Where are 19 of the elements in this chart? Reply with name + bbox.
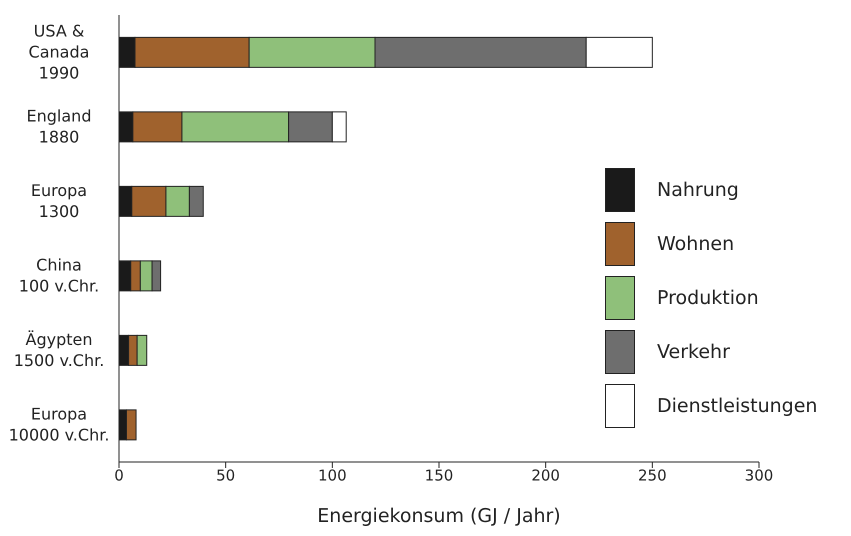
y-tick-label: Ägypten 1500 v.Chr. [14,330,104,370]
y-tick-label: China 100 v.Chr. [18,255,100,296]
x-tick-label: 200 [531,466,560,485]
y-tick-label: Europa 10000 v.Chr. [8,404,110,444]
x-tick-label: 0 [114,466,124,485]
legend-label: Produktion [657,287,759,309]
legend-label: Nahrung [657,179,739,201]
y-tick-label: Europa 1300 [30,180,88,221]
legend-label: Wohnen [657,233,734,255]
legend-label: Dienstleistungen [657,395,818,417]
x-tick-label: 50 [216,466,236,485]
x-tick-label: 100 [318,466,347,485]
y-tick-label: USA & Canada 1990 [28,21,90,82]
x-tick-label: 300 [744,466,774,485]
x-tick-label: 250 [638,466,667,485]
x-tick-label: 150 [424,466,454,485]
x-axis-title: Energiekonsum (GJ / Jahr) [317,505,561,527]
legend-label: Verkehr [657,341,730,363]
y-tick-label: England 1880 [26,106,92,146]
